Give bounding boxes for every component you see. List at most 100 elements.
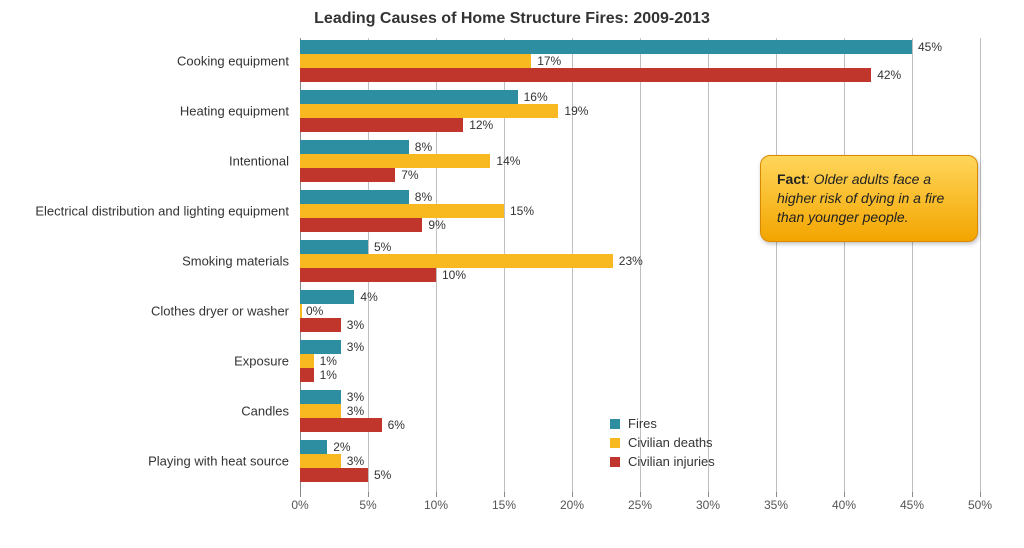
x-tick-label: 25% xyxy=(628,498,652,512)
bar-value-label: 0% xyxy=(306,304,323,318)
legend-item-deaths: Civilian deaths xyxy=(610,435,715,450)
category-label: Candles xyxy=(0,404,295,419)
bar-value-label: 23% xyxy=(619,254,643,268)
category-group: Cooking equipment 45% 17% 42% xyxy=(0,40,1024,82)
bar-value-label: 3% xyxy=(347,340,364,354)
legend-label: Civilian deaths xyxy=(628,435,713,450)
x-tick-label: 35% xyxy=(764,498,788,512)
chart-title: Leading Causes of Home Structure Fires: … xyxy=(0,0,1024,34)
bar-injuries xyxy=(300,468,368,482)
bar-deaths xyxy=(300,404,341,418)
bar-value-label: 1% xyxy=(320,354,337,368)
category-label: Heating equipment xyxy=(0,104,295,119)
bar-fires xyxy=(300,290,354,304)
category-label: Electrical distribution and lighting equ… xyxy=(0,204,295,219)
bar-value-label: 15% xyxy=(510,204,534,218)
bar-deaths xyxy=(300,204,504,218)
bar-value-label: 42% xyxy=(877,68,901,82)
bar-injuries xyxy=(300,268,436,282)
bar-value-label: 2% xyxy=(333,440,350,454)
bar-value-label: 7% xyxy=(401,168,418,182)
bar-value-label: 5% xyxy=(374,240,391,254)
x-tick-label: 0% xyxy=(291,498,308,512)
bar-fires xyxy=(300,40,912,54)
chart-area: 0% 5% 10% 15% 20% 25% 30% 35% 40% 45% 50% Cooking … xyxy=(0,38,1024,538)
bar-deaths xyxy=(300,104,558,118)
x-tick-label: 50% xyxy=(968,498,992,512)
bar-value-label: 10% xyxy=(442,268,466,282)
bar-deaths xyxy=(300,304,302,318)
bar-value-label: 3% xyxy=(347,318,364,332)
bar-value-label: 1% xyxy=(320,368,337,382)
bar-fires xyxy=(300,240,368,254)
bar-value-label: 6% xyxy=(388,418,405,432)
x-tick xyxy=(708,492,709,497)
bar-injuries xyxy=(300,368,314,382)
bar-value-label: 19% xyxy=(564,104,588,118)
category-label: Playing with heat source xyxy=(0,454,295,469)
x-tick xyxy=(300,492,301,497)
fact-callout: Fact: Older adults face a higher risk of… xyxy=(760,155,978,242)
category-group: Clothes dryer or washer 4% 0% 3% xyxy=(0,290,1024,332)
bar-deaths xyxy=(300,454,341,468)
category-label: Cooking equipment xyxy=(0,54,295,69)
x-tick xyxy=(436,492,437,497)
bar-value-label: 3% xyxy=(347,454,364,468)
legend: Fires Civilian deaths Civilian injuries xyxy=(610,416,715,473)
x-tick xyxy=(504,492,505,497)
legend-swatch xyxy=(610,419,620,429)
legend-label: Fires xyxy=(628,416,657,431)
x-tick-label: 5% xyxy=(359,498,376,512)
bar-value-label: 14% xyxy=(496,154,520,168)
bar-fires xyxy=(300,190,409,204)
x-tick xyxy=(572,492,573,497)
x-tick-label: 45% xyxy=(900,498,924,512)
category-label: Smoking materials xyxy=(0,254,295,269)
x-tick-label: 20% xyxy=(560,498,584,512)
bar-deaths xyxy=(300,254,613,268)
bar-value-label: 16% xyxy=(524,90,548,104)
bar-value-label: 3% xyxy=(347,404,364,418)
bar-value-label: 12% xyxy=(469,118,493,132)
legend-item-injuries: Civilian injuries xyxy=(610,454,715,469)
category-label: Clothes dryer or washer xyxy=(0,304,295,319)
bar-value-label: 8% xyxy=(415,140,432,154)
legend-swatch xyxy=(610,438,620,448)
category-group: Smoking materials 5% 23% 10% xyxy=(0,240,1024,282)
bar-deaths xyxy=(300,154,490,168)
category-label: Exposure xyxy=(0,354,295,369)
bar-fires xyxy=(300,440,327,454)
x-tick xyxy=(368,492,369,497)
legend-item-fires: Fires xyxy=(610,416,715,431)
bar-fires xyxy=(300,340,341,354)
bar-value-label: 5% xyxy=(374,468,391,482)
category-group: Candles 3%3% 6% xyxy=(0,390,1024,432)
bar-value-label: 17% xyxy=(537,54,561,68)
x-tick-label: 40% xyxy=(832,498,856,512)
x-tick-label: 10% xyxy=(424,498,448,512)
bar-fires xyxy=(300,90,518,104)
bar-deaths xyxy=(300,354,314,368)
x-tick xyxy=(912,492,913,497)
bar-value-label: 45% xyxy=(918,40,942,54)
bar-injuries xyxy=(300,68,871,82)
bar-injuries xyxy=(300,118,463,132)
bar-value-label: 3% xyxy=(347,390,364,404)
bar-value-label: 9% xyxy=(428,218,445,232)
category-group: Playing with heat source 2%3% 5% xyxy=(0,440,1024,482)
x-tick xyxy=(640,492,641,497)
bar-value-label: 8% xyxy=(415,190,432,204)
x-tick xyxy=(844,492,845,497)
legend-label: Civilian injuries xyxy=(628,454,715,469)
x-tick xyxy=(776,492,777,497)
x-tick-label: 30% xyxy=(696,498,720,512)
category-group: Heating equipment 16% 19% 12% xyxy=(0,90,1024,132)
fact-label: Fact xyxy=(777,171,806,187)
bar-injuries xyxy=(300,418,382,432)
bar-deaths xyxy=(300,54,531,68)
category-label: Intentional xyxy=(0,154,295,169)
bar-injuries xyxy=(300,318,341,332)
bar-value-label: 4% xyxy=(360,290,377,304)
legend-swatch xyxy=(610,457,620,467)
x-tick-label: 15% xyxy=(492,498,516,512)
